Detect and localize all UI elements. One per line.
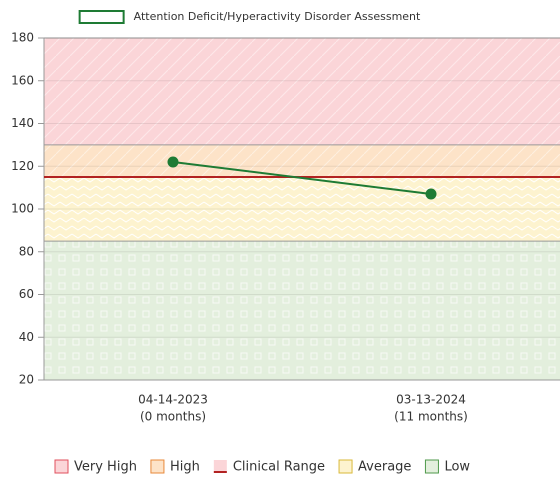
legend-swatch: [338, 459, 353, 474]
series-line: [172, 160, 432, 196]
x-tick-sublabel: (0 months): [140, 410, 206, 424]
legend-label: High: [170, 460, 200, 475]
legend-label: Clinical Range: [233, 460, 325, 475]
y-tick-label: 80: [19, 244, 34, 258]
band-pattern: [44, 144, 560, 177]
band-pattern: [44, 176, 560, 242]
legend-swatch: [54, 459, 69, 474]
band-pattern: [44, 38, 560, 145]
legend-swatch: [150, 459, 165, 474]
y-tick-label: 120: [11, 159, 34, 173]
x-tick-sublabel: (11 months): [394, 410, 468, 424]
legend-swatch: [213, 460, 227, 473]
legend-swatch: [78, 10, 125, 24]
y-tick-label: 20: [19, 373, 34, 387]
y-tick-label: 140: [11, 116, 34, 130]
legend-label: Low: [444, 460, 470, 475]
y-tick-label: 100: [11, 202, 34, 216]
x-tick-label: 04-14-2023: [138, 393, 208, 407]
y-tick-label: 40: [19, 330, 34, 344]
legend-label: Very High: [74, 460, 137, 475]
y-tick-label: 180: [11, 31, 34, 45]
x-tick-label: 03-13-2024: [396, 393, 466, 407]
data-point: [425, 188, 437, 200]
legend-label: Average: [358, 460, 411, 475]
band-pattern: [44, 241, 560, 380]
legend-label: Attention Deficit/Hyperactivity Disorder…: [134, 10, 421, 23]
legend-swatch: [424, 459, 439, 474]
data-point: [167, 156, 179, 168]
y-tick-label: 60: [19, 287, 34, 301]
y-tick-label: 160: [11, 73, 34, 87]
